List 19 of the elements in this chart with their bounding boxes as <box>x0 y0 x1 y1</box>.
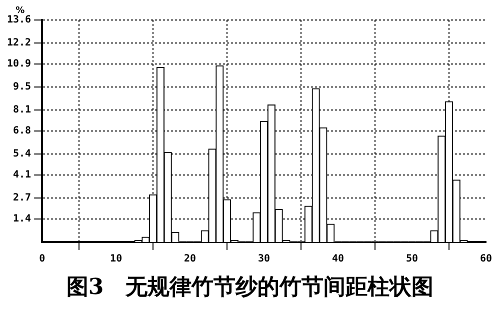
x-tick-label: 10 <box>110 254 122 265</box>
x-tick-label: 30 <box>258 254 270 265</box>
y-tick-label: 4.1 <box>13 170 32 181</box>
y-tick-label: 12.2 <box>6 37 32 48</box>
y-tick-label: 1.4 <box>13 214 32 225</box>
y-tick-label: 5.4 <box>13 148 32 160</box>
y-axis-title: % <box>16 6 25 16</box>
x-tick-label: 50 <box>406 254 418 265</box>
x-tick-label: 0 <box>39 254 46 265</box>
x-tick-label: 20 <box>184 254 196 265</box>
y-tick-label: 8.1 <box>13 104 32 116</box>
y-tick-label: 6.8 <box>13 126 32 137</box>
y-tick-label: 9.5 <box>13 82 32 93</box>
x-tick-label: 60 <box>480 254 492 265</box>
text: 图3 无规律竹节纱的竹节间距柱状图 <box>65 273 435 302</box>
x-tick-label: 40 <box>332 254 344 265</box>
y-tick-label: 13.6 <box>6 14 32 26</box>
y-tick-label: 2.7 <box>13 192 32 204</box>
y-tick-label: 10.9 <box>6 58 32 70</box>
